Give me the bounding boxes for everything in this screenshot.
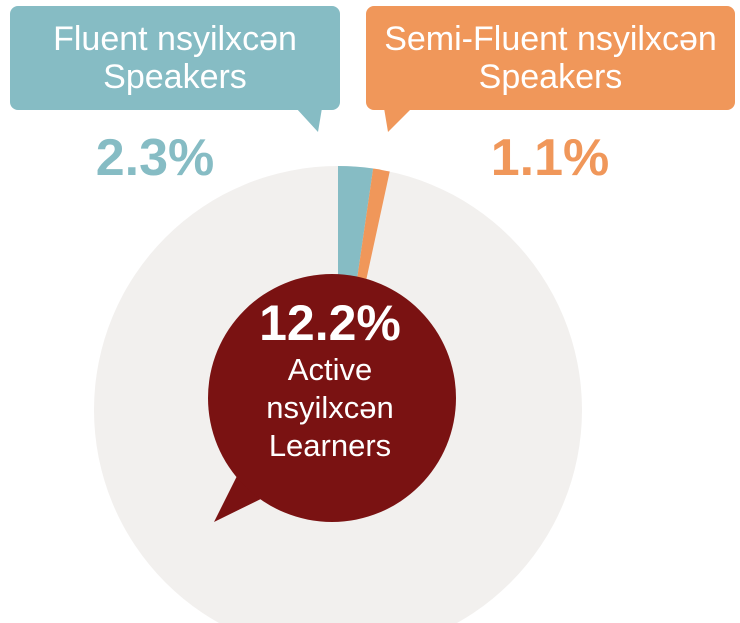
data-label: 1.1% <box>490 129 610 187</box>
legend-label: Fluent nsyilxcən Speakers <box>10 6 340 110</box>
highlight-value: 12.2% <box>259 295 401 351</box>
callout-tail <box>296 108 322 132</box>
highlight-bubble <box>208 274 456 522</box>
data-label: 2.3% <box>95 129 215 187</box>
highlight: 12.2% Active nsyilxcən Learners <box>225 295 435 465</box>
callout-tail <box>384 108 412 132</box>
highlight-label: Active nsyilxcən Learners <box>266 352 394 463</box>
legend-label: Semi-Fluent nsyilxcən Speakers <box>366 6 735 110</box>
